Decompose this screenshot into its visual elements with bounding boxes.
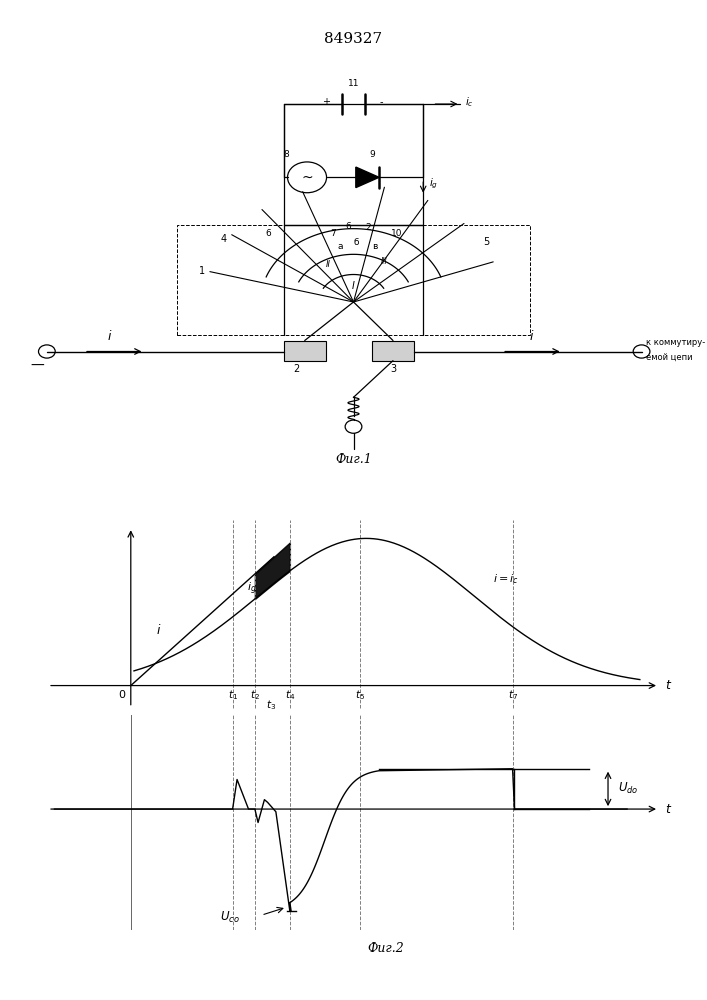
Text: $i_g$: $i_g$	[428, 177, 438, 191]
Text: t: t	[665, 803, 670, 816]
Text: $U_{co}$: $U_{co}$	[220, 910, 239, 925]
Text: 2: 2	[293, 364, 299, 374]
Text: -: -	[380, 97, 383, 107]
Text: 8: 8	[284, 150, 290, 159]
Text: 849327: 849327	[325, 32, 382, 46]
Text: I: I	[352, 281, 355, 291]
Text: $U_{do}$: $U_{do}$	[618, 781, 638, 796]
Bar	[284, 341, 326, 361]
Text: $t_3$: $t_3$	[266, 698, 276, 712]
Text: 0: 0	[118, 690, 124, 700]
Text: к коммутиру-: к коммутиру-	[646, 338, 706, 347]
Text: $t_2$: $t_2$	[250, 688, 260, 702]
Text: $i_g$: $i_g$	[247, 581, 257, 597]
Text: в: в	[372, 242, 378, 251]
Text: емой цепи: емой цепи	[646, 353, 693, 361]
Text: i: i	[530, 330, 534, 344]
Text: Фиг.2: Фиг.2	[367, 942, 404, 954]
Text: $i=i_c$: $i=i_c$	[493, 573, 520, 586]
Text: III: III	[380, 256, 387, 265]
Text: 11: 11	[348, 79, 359, 88]
Text: 3: 3	[391, 364, 397, 374]
Text: i: i	[107, 330, 111, 344]
Text: $t_7$: $t_7$	[508, 688, 518, 702]
Text: 6: 6	[265, 229, 271, 238]
Text: 4: 4	[221, 234, 227, 244]
Text: 2: 2	[365, 224, 370, 232]
Text: 9: 9	[370, 150, 375, 159]
Text: Фиг.1: Фиг.1	[335, 453, 372, 466]
Text: a: a	[337, 242, 343, 251]
Text: 5: 5	[483, 237, 489, 247]
Text: б: б	[354, 238, 359, 247]
Text: 7: 7	[330, 229, 336, 238]
Text: $t_4$: $t_4$	[285, 688, 295, 702]
Text: 10: 10	[391, 229, 402, 238]
Text: t: t	[665, 679, 670, 692]
Polygon shape	[356, 167, 379, 188]
Text: +: +	[322, 97, 329, 107]
Bar	[372, 341, 414, 361]
Text: $i_c$: $i_c$	[465, 95, 474, 109]
Text: 6: 6	[345, 222, 351, 231]
Text: $t_5$: $t_5$	[355, 688, 365, 702]
Text: ~: ~	[301, 170, 313, 184]
Text: 1: 1	[199, 266, 206, 276]
Text: —: —	[30, 359, 45, 373]
Text: $t_1$: $t_1$	[228, 688, 238, 702]
Text: II: II	[325, 260, 330, 269]
Text: i: i	[156, 624, 160, 637]
